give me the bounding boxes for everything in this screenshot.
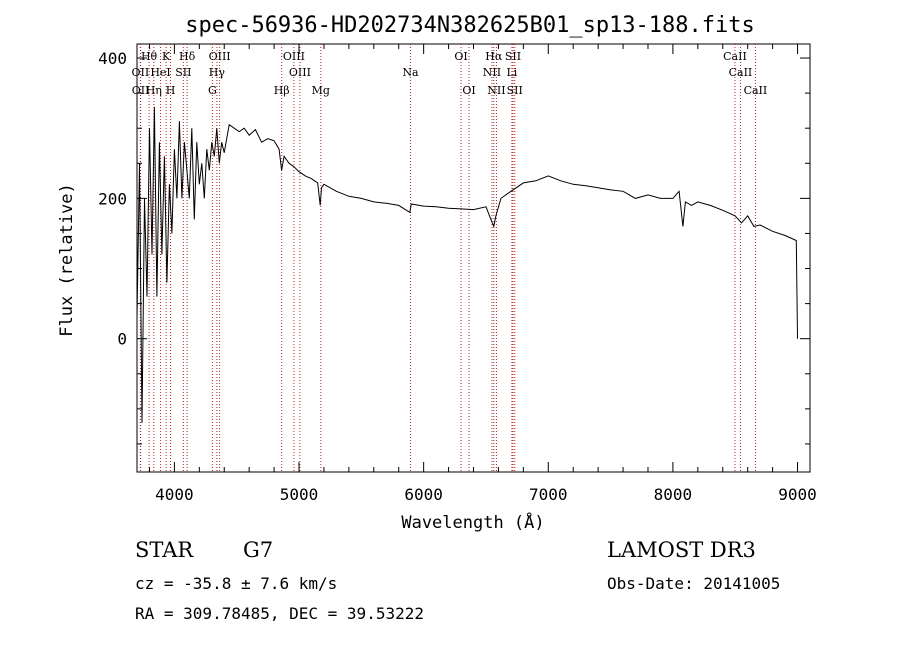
x-tick-label: 7000 — [529, 485, 568, 504]
line-marker-label: CaII — [744, 84, 768, 97]
line-marker-label: OIII — [289, 66, 311, 79]
line-marker-label: Mg — [312, 84, 330, 97]
object-class: STAR — [135, 538, 194, 562]
line-marker-label: Hα — [485, 50, 503, 63]
y-tick-label: 0 — [117, 330, 127, 349]
plot-frame — [136, 43, 811, 473]
chart-title: spec-56936-HD202734N382625B01_sp13-188.f… — [185, 13, 755, 38]
line-marker-label: Hγ — [209, 66, 226, 79]
line-marker-label: H — [166, 84, 176, 97]
x-axis-ticks: 4000 5000 6000 7000 8000 9000 — [148, 44, 817, 504]
y-axis-label: Flux (relative) — [57, 183, 77, 337]
x-tick-label: 6000 — [404, 485, 443, 504]
line-marker-label: SII — [505, 50, 521, 63]
line-marker-label: OIII — [283, 50, 305, 63]
line-marker-label: Hθ — [141, 50, 158, 63]
line-marker-label: OII — [132, 84, 150, 97]
object-subclass: G7 — [243, 538, 274, 562]
coordinates: RA = 309.78485, DEC = 39.53222 — [135, 604, 424, 623]
line-marker-label: CaII — [723, 50, 747, 63]
line-marker-label: Li — [506, 66, 517, 79]
x-tick-label: 9000 — [778, 485, 817, 504]
line-marker-label: NII — [483, 66, 501, 79]
spectrum-line — [136, 107, 798, 423]
line-marker-label: OI — [462, 84, 475, 97]
line-marker-label: OIII — [209, 50, 231, 63]
line-marker-label: CaII — [729, 66, 753, 79]
line-marker-label: K — [162, 50, 171, 63]
x-tick-label: 4000 — [155, 485, 194, 504]
line-marker-label: Na — [402, 66, 419, 79]
line-marker-label: Hη — [146, 84, 162, 97]
line-marker-label: HeI — [150, 66, 170, 79]
line-marker-label: SII — [175, 66, 191, 79]
x-tick-label: 8000 — [654, 485, 693, 504]
x-axis-label: Wavelength (Å) — [401, 511, 544, 533]
emission-line-markers — [139, 44, 756, 472]
survey-name: LAMOST DR3 — [607, 538, 756, 562]
y-tick-label: 400 — [98, 49, 127, 68]
y-axis-ticks: 0 200 400 — [98, 49, 810, 445]
line-marker-label: NII — [487, 84, 505, 97]
line-marker-label: Hδ — [179, 50, 196, 63]
line-marker-label: SII — [507, 84, 523, 97]
x-tick-label: 5000 — [280, 485, 319, 504]
line-marker-label: G — [208, 84, 217, 97]
line-marker-label: OI — [454, 50, 467, 63]
observation-date: Obs-Date: 20141005 — [607, 574, 781, 593]
radial-velocity: cz = -35.8 ± 7.6 km/s — [135, 574, 338, 593]
line-marker-label: OII — [132, 66, 150, 79]
y-tick-label: 200 — [98, 189, 127, 208]
line-marker-label: Hβ — [274, 84, 290, 97]
